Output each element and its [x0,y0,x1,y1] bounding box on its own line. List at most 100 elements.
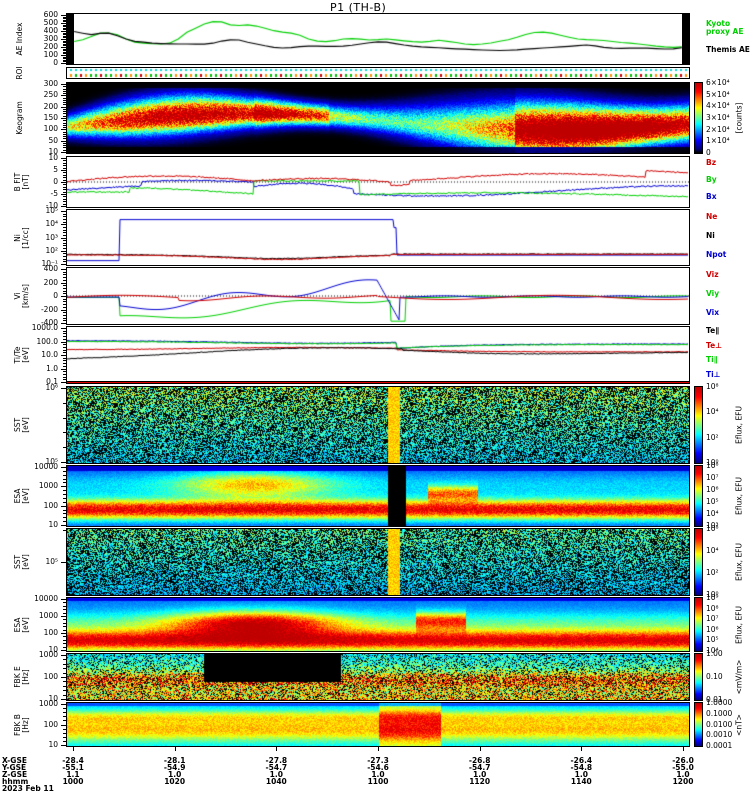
xaxis-tick-value: 1.0 [371,770,385,779]
ytick-minor [63,264,66,265]
ytick-minor [63,253,66,254]
ytick-minor [63,132,66,133]
panel-esa-e-ytick: 1000 [38,611,58,620]
colorbar-tick: 10² [706,432,719,442]
panel-fbk-e-plot [67,654,689,700]
colorbar-tick: 10⁵ [706,497,719,506]
panel-fbk-b-ytick: 100 [43,719,58,729]
panel-esa-i-ytick: 1000 [38,481,58,491]
ytick-minor [63,277,66,278]
panel-sst-i-plot [67,387,689,463]
ytick-minor [63,18,66,19]
panel-sst-e [66,528,690,596]
ytick-minor [63,358,66,359]
ytick-minor [63,323,66,324]
ytick-minor [63,664,66,665]
legend-label: Npot [706,249,727,259]
ytick-minor [63,91,66,92]
ytick-minor [63,355,66,356]
ytick-minor [63,187,66,188]
ytick-minor [63,118,66,119]
ytick-minor [63,647,66,648]
ytick-minor [63,315,66,316]
panel-ae-index-ytick: 300 [43,34,58,43]
panel-ni-plot [67,210,689,265]
legend-label: Te∥ [706,326,719,336]
panel-b-fit-ytick: 10 [48,153,58,162]
panel-vi-ytick: -400 [40,318,58,327]
ytick-minor [63,269,66,270]
legend-label: Ti∥ [706,355,718,365]
ytick-minor [63,95,66,96]
ytick-minor [63,686,66,687]
xaxis-tick-value: -28.1 [163,756,186,765]
colorbar-tick: 10⁰ [706,458,719,467]
ytick-minor [63,152,66,153]
ytick-minor [63,123,66,124]
panel-esa-i-ytick: 10 [48,520,58,529]
panel-ni [66,209,690,266]
ytick-minor [63,33,66,34]
ytick-minor [63,318,66,319]
ytick-minor [63,29,66,30]
panel-keogram-ytick: 250 [43,90,58,100]
ytick-minor [63,521,66,522]
ytick-minor [63,34,66,35]
legend-label: Bx [706,192,717,202]
ytick-minor [63,695,66,696]
ytick-minor [63,222,66,223]
ytick-minor [63,479,66,480]
ytick-minor [63,248,66,249]
panel-sst-e-ytick: 10⁵ [45,557,58,566]
ytick-minor [63,379,66,380]
ytick-minor [63,201,66,202]
xaxis-tick-value: -27.3 [367,756,389,765]
ytick-minor [63,61,66,62]
ytick-minor [63,189,66,190]
xtick-mark [378,747,379,751]
ytick-minor [63,708,66,709]
colorbar-tick: 2×10⁴ [706,124,730,134]
ytick-minor [63,371,66,372]
xaxis-row-label: hhmm [2,777,29,786]
ytick-minor [63,482,66,483]
colorbar-tick: 0.1000 [706,708,733,718]
ytick-minor [63,20,66,21]
ytick-minor [63,616,66,617]
ytick-minor [63,447,66,448]
panel-ae-index-ytick: 100 [43,50,58,59]
legend-label: By [706,175,717,184]
legend-label: Vix [706,308,720,318]
ytick-minor [63,238,66,239]
ytick-minor [63,21,66,22]
ytick-minor [63,55,66,56]
ytick-minor [63,310,66,311]
ytick-minor [63,336,66,337]
ytick-minor [63,342,66,343]
panel-keogram-ytick: 100 [43,124,58,134]
colorbar-sst-e [694,528,703,596]
ytick-minor [63,57,66,58]
ytick-minor [63,44,66,45]
ytick-minor [63,134,66,135]
legend-label: Bz [706,157,717,167]
ytick-minor [63,650,66,651]
ytick-minor [63,530,66,531]
separator-bar [66,381,690,384]
ytick-minor [63,737,66,738]
ytick-minor [63,60,66,61]
xaxis-tick-value: -54.6 [367,763,389,772]
panel-ti-te-plot [67,327,689,383]
ytick-minor [63,291,66,292]
xaxis-tick-value: 1020 [164,777,186,786]
ytick-minor [63,517,66,518]
ytick-minor [63,107,66,108]
ytick-minor [63,25,66,26]
colorbar-tick: 0.01 [706,695,723,704]
panel-sst-i-ytick: 10⁵ [45,457,58,466]
panel-roi [66,67,690,79]
panel-keogram-ytick: 300 [43,79,58,88]
ytick-minor [63,232,66,233]
ytick-minor [63,626,66,627]
